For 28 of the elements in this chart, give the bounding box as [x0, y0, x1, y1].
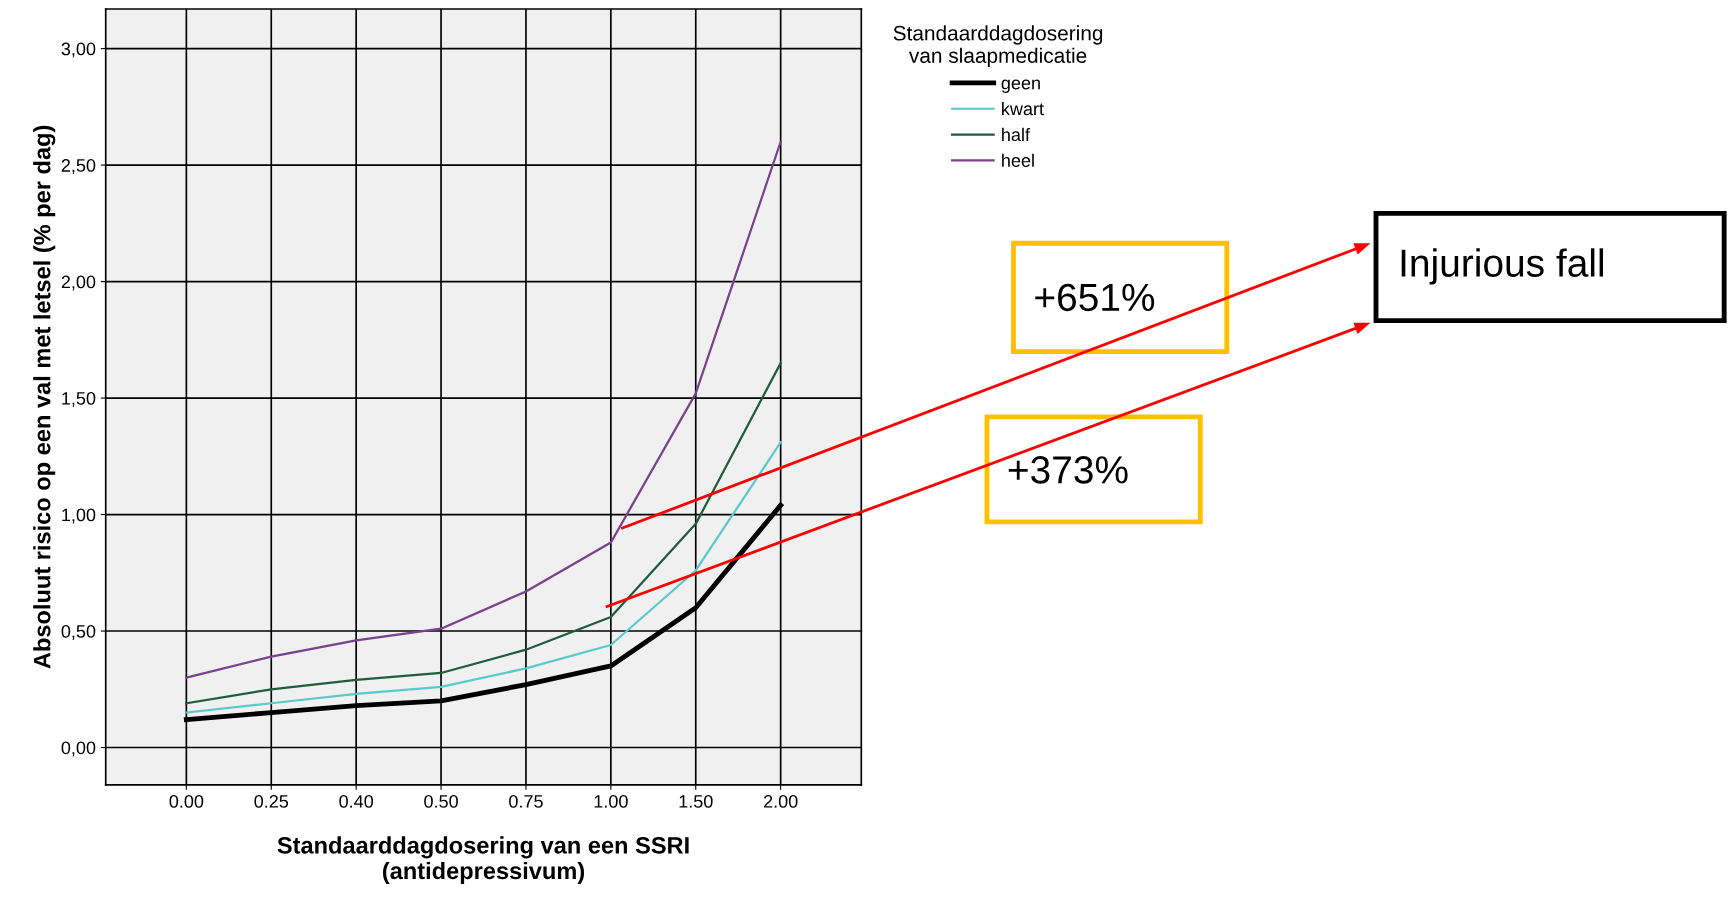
text: Injurious fall: [1401, 248, 1604, 285]
line-series: [185, 441, 782, 714]
text: +651%: [1035, 283, 1155, 312]
y-tick-label: 0,00: [61, 741, 96, 757]
x-tick-label: 0.75: [509, 795, 543, 808]
text: +373%: [1008, 456, 1128, 484]
y-axis-title: Absoluut risico op een val met letsel (% per dag): [33, 125, 56, 669]
x-tick-label: 1.50: [679, 795, 713, 808]
legend-title: Standaarddagdosering van slaapmedicatie: [893, 25, 1103, 68]
y-tick-label: 1,50: [62, 392, 96, 407]
x-axis-title: Standaarddagdosering van een SSRI (antidepressivum): [277, 836, 689, 884]
x-tick-label: 0.25: [254, 795, 289, 808]
x-tick-label: 0.40: [339, 795, 374, 808]
y-tick-label: 2,00: [61, 275, 96, 291]
y-tick-label: 2,50: [61, 159, 96, 174]
y-tick-label: 0,50: [61, 624, 96, 640]
x-tick-label: 1.00: [594, 795, 628, 808]
y-tick-label: 3,00: [61, 42, 96, 58]
legend-label: geen: [1001, 79, 1040, 93]
legend-label: heel: [1002, 153, 1034, 167]
x-tick-label: 0.00: [169, 795, 204, 808]
legend-label: half: [1002, 127, 1031, 142]
line-series: [185, 362, 782, 705]
x-tick-label: 2.00: [763, 795, 798, 808]
legend-label: kwart: [1002, 102, 1044, 116]
line-series: [185, 140, 782, 679]
y-tick-label: 1,00: [62, 508, 96, 524]
x-tick-label: 0.50: [424, 795, 458, 808]
